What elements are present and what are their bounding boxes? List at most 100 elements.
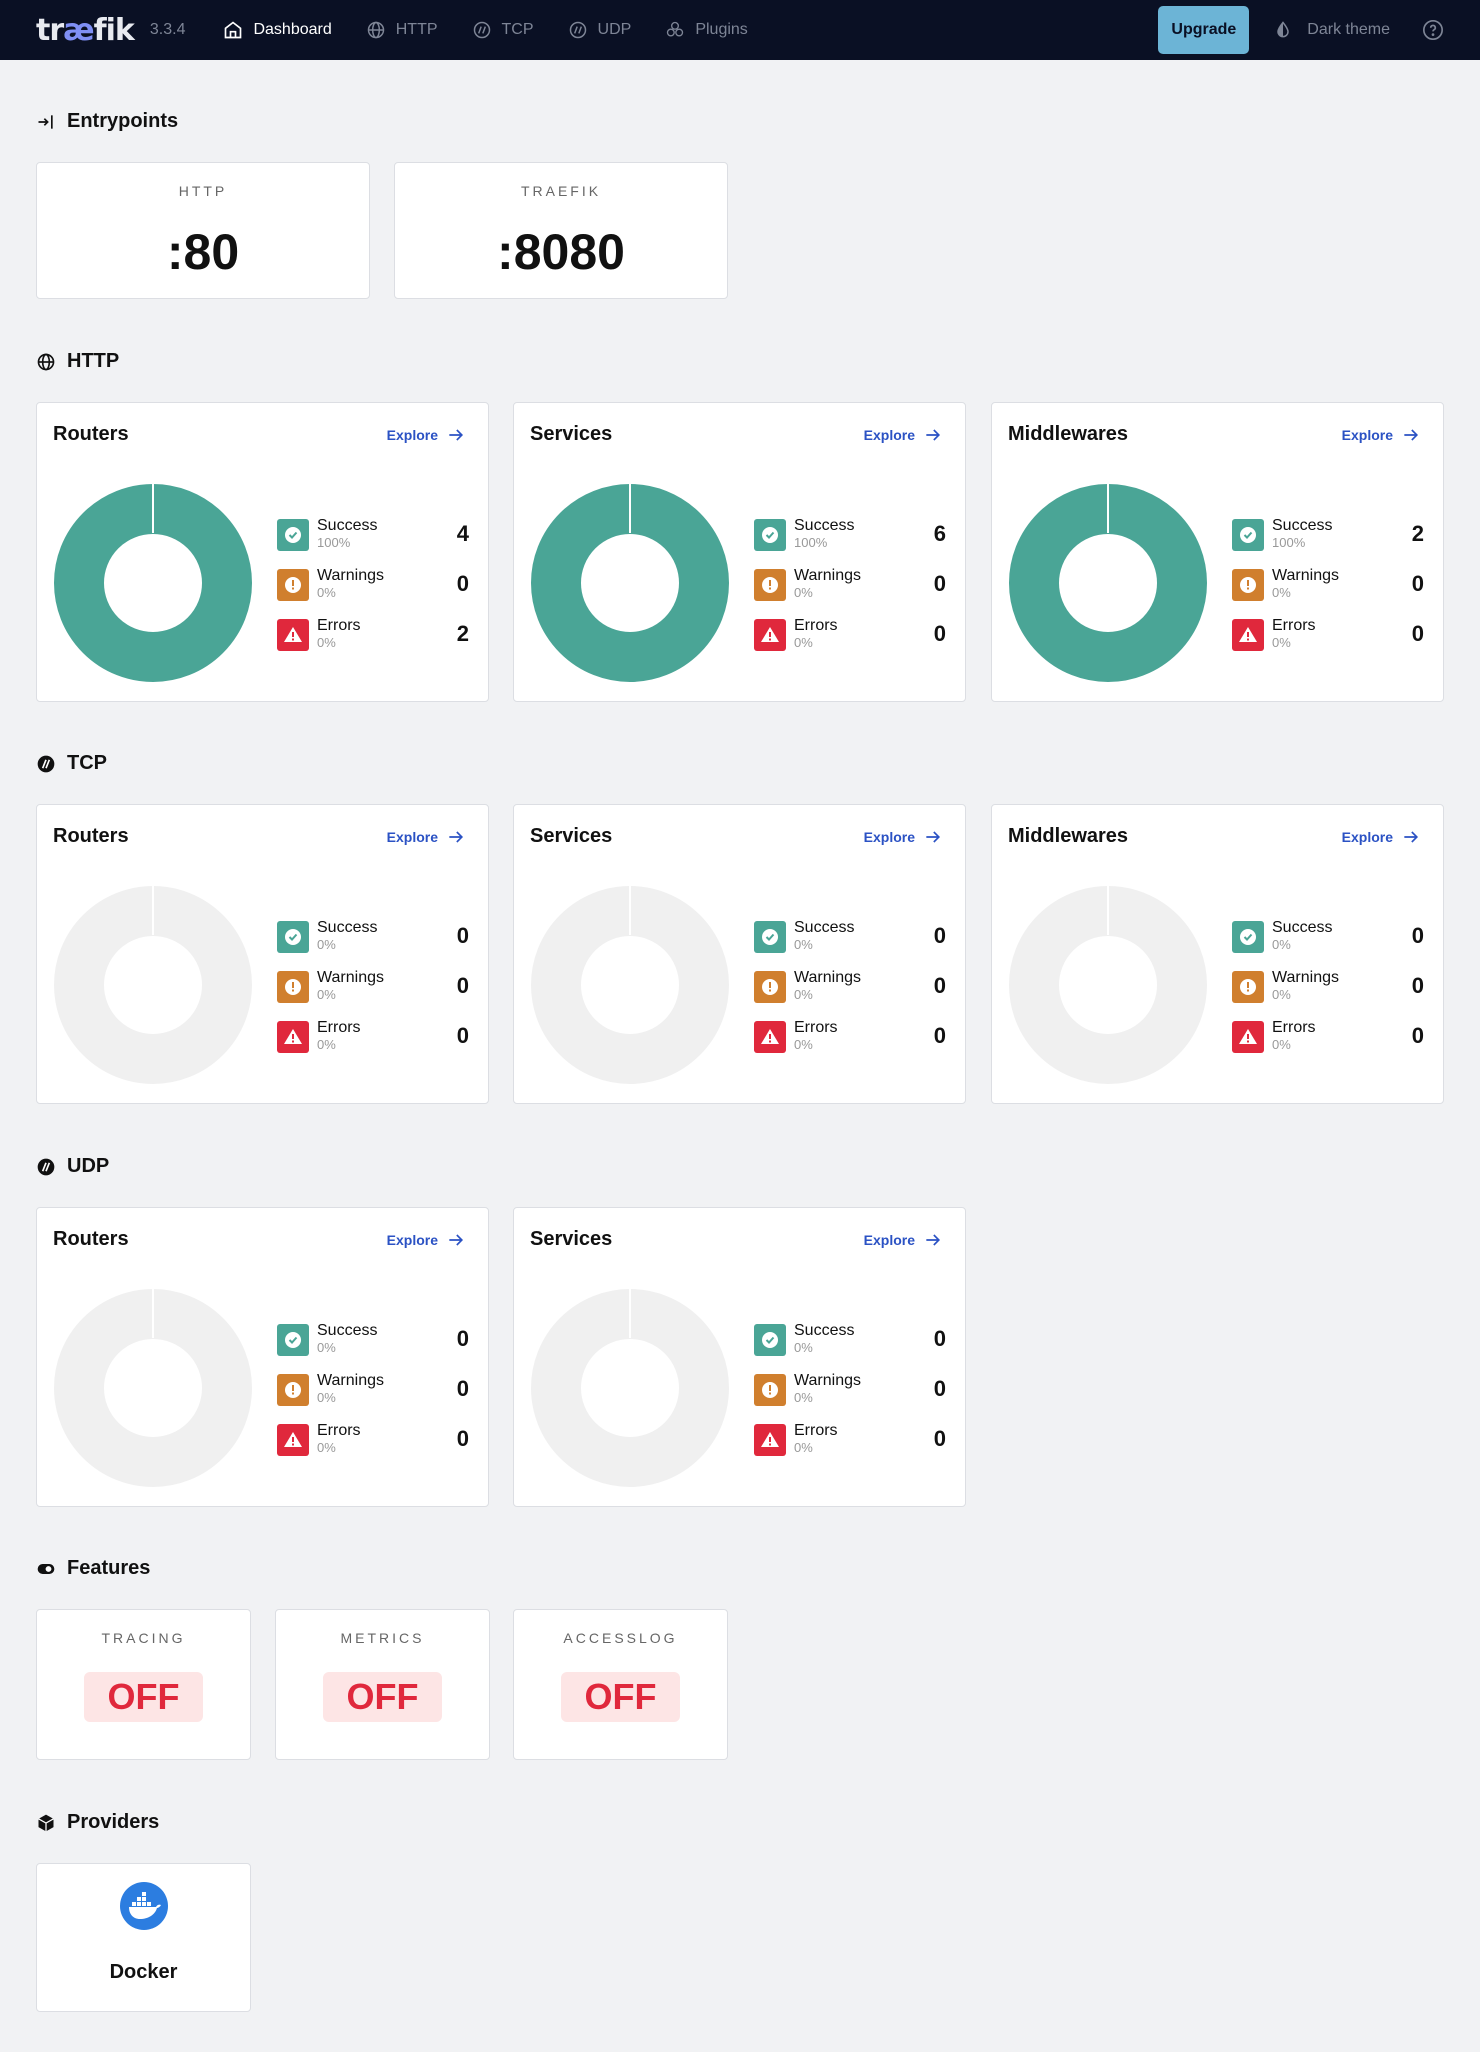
explore-link[interactable]: Explore [1342, 827, 1421, 847]
error-triangle-icon [1239, 1029, 1257, 1044]
warning-circle-icon [1240, 577, 1256, 593]
success-legend-row: Success 100% 4 [277, 517, 469, 553]
nav-dashboard-label: Dashboard [253, 21, 332, 38]
success-status-icon [754, 921, 786, 953]
error-legend-row: Errors 0% 0 [277, 1019, 469, 1055]
error-label: Errors [794, 1019, 838, 1036]
feature-name: TRACING [101, 1630, 186, 1646]
nav-udp[interactable]: UDP [568, 0, 631, 60]
warning-circle-icon [285, 577, 301, 593]
warning-label: Warnings [317, 567, 384, 584]
explore-link[interactable]: Explore [864, 1230, 943, 1250]
upgrade-button[interactable]: Upgrade [1158, 6, 1250, 54]
error-count: 0 [456, 1426, 469, 1451]
arrow-right-icon [1404, 429, 1419, 441]
udp-routers-card: Routers Explore Success 0% 0 Warnings 0% 0 Error… [36, 1207, 489, 1507]
error-percent: 0% [794, 1440, 813, 1455]
udp-icon [569, 21, 586, 39]
explore-link[interactable]: Explore [387, 1230, 466, 1250]
nav-plugins-label: Plugins [695, 21, 748, 38]
explore-link[interactable]: Explore [1342, 425, 1421, 445]
success-status-icon [754, 519, 786, 551]
warning-count: 0 [456, 1376, 469, 1401]
card-title: Middlewares [1008, 423, 1129, 445]
error-legend-row: Errors 0% 0 [277, 1422, 469, 1458]
error-triangle-icon [761, 1029, 779, 1044]
nav-plugins[interactable]: Plugins [665, 0, 748, 60]
feature-name: METRICS [340, 1630, 425, 1646]
top-navbar: træfik 3.3.4 Dashboard HTTP TCP UDP Plug… [0, 0, 1480, 60]
success-legend-row: Success 100% 2 [1232, 517, 1424, 553]
error-triangle-icon [1239, 627, 1257, 642]
nav-http[interactable]: HTTP [366, 0, 438, 60]
explore-label: Explore [1341, 427, 1393, 443]
status-donut-chart [531, 483, 729, 682]
success-percent: 100% [317, 535, 351, 550]
http-routers-card: Routers Explore Success 100% 4 Warnings 0% 0 Err… [36, 402, 489, 702]
warning-percent: 0% [1272, 987, 1291, 1002]
http-middlewares-card: Middlewares Explore Success 100% 2 Warnings 0%… [991, 402, 1444, 702]
success-status-icon [1232, 921, 1264, 953]
status-donut-chart [531, 885, 729, 1084]
topbar-actions: Upgrade Dark theme [1158, 6, 1444, 54]
toggle-icon [37, 1563, 55, 1574]
warning-percent: 0% [317, 585, 336, 600]
error-count: 0 [933, 1023, 946, 1048]
tcp-routers-card: Routers Explore Success 0% 0 Warnings 0% 0 Error… [36, 804, 489, 1104]
error-percent: 0% [1272, 1037, 1291, 1052]
warning-status-icon [1232, 569, 1264, 601]
success-label: Success [317, 1322, 378, 1339]
provider-name: Docker [109, 1961, 178, 1983]
dark-theme-toggle[interactable]: Dark theme [1273, 20, 1390, 40]
version-label: 3.3.4 [149, 21, 186, 38]
warning-count: 0 [933, 973, 946, 998]
nav-tcp[interactable]: TCP [472, 0, 534, 60]
success-label: Success [794, 1322, 855, 1339]
http-services-card: Services Explore Success 100% 6 Warnings 0% 0 Er… [513, 402, 966, 702]
box-icon [38, 1814, 54, 1831]
feature-name: ACCESSLOG [563, 1630, 678, 1646]
traefik-logo[interactable]: træfik [36, 12, 135, 48]
provider-card-docker[interactable]: Docker [36, 1863, 251, 2012]
nav-tcp-label: TCP [501, 21, 534, 38]
entrypoint-card-http: HTTP :80 [36, 162, 370, 299]
help-icon[interactable] [1422, 19, 1444, 41]
error-percent: 0% [317, 1440, 336, 1455]
warning-label: Warnings [1272, 567, 1339, 584]
warning-status-icon [1232, 971, 1264, 1003]
check-circle-icon [1240, 527, 1256, 543]
explore-link[interactable]: Explore [864, 425, 943, 445]
explore-link[interactable]: Explore [864, 827, 943, 847]
feature-status-badge: OFF [560, 1672, 681, 1722]
http-title-label: HTTP [67, 350, 120, 372]
check-circle-icon [762, 1332, 778, 1348]
explore-link[interactable]: Explore [387, 827, 466, 847]
error-status-icon [277, 1021, 309, 1053]
entrypoint-icon [38, 114, 53, 129]
error-label: Errors [317, 617, 361, 634]
success-count: 2 [1411, 521, 1424, 546]
nav-dashboard[interactable]: Dashboard [223, 0, 332, 60]
success-legend-row: Success 0% 0 [754, 1322, 946, 1358]
success-percent: 100% [1272, 535, 1306, 550]
error-percent: 0% [794, 1037, 813, 1052]
error-label: Errors [317, 1422, 361, 1439]
success-status-icon [277, 1324, 309, 1356]
warning-circle-icon [285, 979, 301, 995]
error-count: 0 [933, 621, 946, 646]
arrow-right-icon [926, 1234, 941, 1246]
status-donut-chart [1009, 483, 1207, 682]
warning-legend-row: Warnings 0% 0 [277, 969, 469, 1005]
error-label: Errors [317, 1019, 361, 1036]
entrypoint-name: TRAEFIK [520, 183, 602, 199]
warning-status-icon [754, 569, 786, 601]
explore-label: Explore [386, 829, 438, 845]
check-circle-icon [285, 929, 301, 945]
error-count: 2 [456, 621, 469, 646]
udp-title-label: UDP [67, 1155, 110, 1177]
warning-circle-icon [762, 577, 778, 593]
success-count: 4 [456, 521, 469, 546]
explore-link[interactable]: Explore [387, 425, 466, 445]
check-circle-icon [762, 929, 778, 945]
success-label: Success [1272, 919, 1333, 936]
